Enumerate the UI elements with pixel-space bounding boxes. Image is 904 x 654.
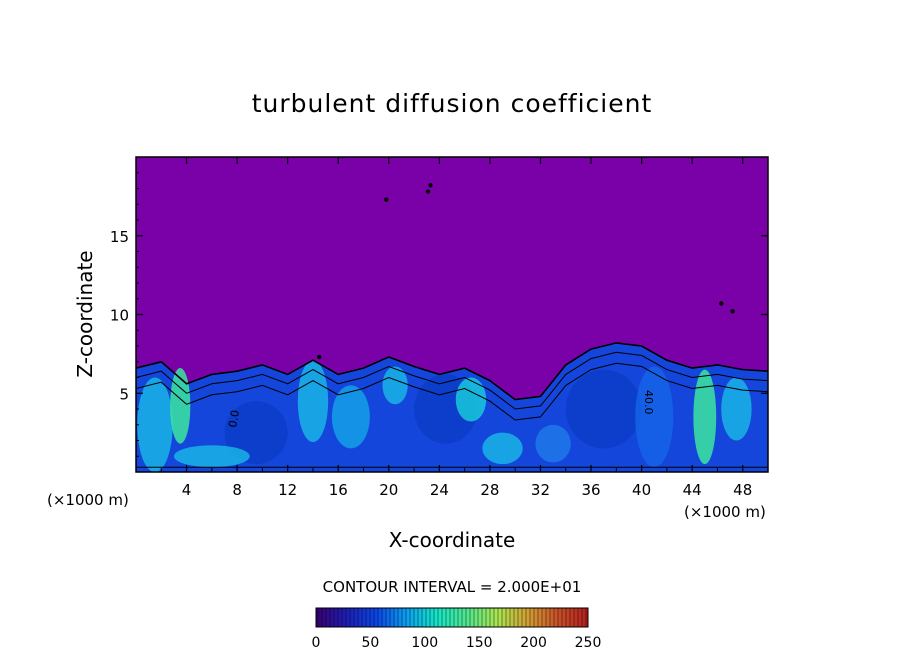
- eddy: [331, 385, 370, 449]
- contour-lines: [136, 183, 768, 468]
- eddy: [382, 366, 408, 405]
- colorbar-stripes: [317, 608, 587, 627]
- colorbar-ticks: 0 50 100 150 200 250: [312, 635, 602, 651]
- x-tick-label: 40: [632, 481, 651, 499]
- x-unit-left: (×1000 m): [47, 491, 129, 509]
- contour-label-40: 40.0: [642, 390, 655, 415]
- contour-interval-text: CONTOUR INTERVAL = 2.000E+01: [323, 578, 582, 596]
- x-axis-label: X-coordinate: [389, 528, 516, 552]
- contour-speck: [384, 197, 389, 202]
- contour-speck: [730, 309, 735, 314]
- y-tick-label: 15: [110, 228, 129, 246]
- contour-speck: [425, 189, 431, 194]
- x-unit-right: (×1000 m): [684, 503, 766, 521]
- eddy: [170, 368, 191, 444]
- chart-title: turbulent diffusion coefficient: [252, 89, 653, 118]
- eddy: [635, 366, 674, 468]
- colorbar-tick-label: 50: [361, 635, 379, 651]
- eddy: [455, 377, 487, 422]
- y-axis-ticks: 5 10 15: [110, 172, 768, 457]
- colorbar-tick-label: 250: [575, 635, 602, 651]
- y-tick-label: 5: [119, 385, 129, 403]
- x-tick-label: 20: [379, 481, 398, 499]
- eddy: [224, 401, 288, 465]
- eddy: [721, 377, 752, 441]
- x-axis-ticks: 4 8 12 16 20 24 28 32 36 40 44 48: [160, 157, 752, 499]
- x-tick-label: 36: [581, 481, 600, 499]
- contour-line: [136, 362, 768, 421]
- eddy: [297, 360, 329, 443]
- colorbar: 0 50 100 150 200 250: [312, 607, 602, 651]
- y-tick-label: 10: [110, 307, 129, 325]
- x-tick-label: 44: [683, 481, 702, 499]
- eddy: [535, 424, 571, 463]
- contour-speck: [428, 183, 433, 188]
- colorbar-bar: [315, 607, 589, 628]
- x-tick-label: 8: [232, 481, 242, 499]
- contour-label-0: 0.0: [226, 409, 242, 428]
- contour-speck: [719, 301, 724, 306]
- x-tick-label: 4: [182, 481, 192, 499]
- colorbar-tick-label: 0: [312, 635, 321, 651]
- x-tick-label: 12: [278, 481, 297, 499]
- x-tick-label: 28: [480, 481, 499, 499]
- colorbar-tick-label: 100: [411, 635, 438, 651]
- eddy: [173, 445, 250, 468]
- contour-line: [136, 342, 768, 401]
- contour-line: [136, 351, 768, 410]
- colorbar-tick-label: 200: [520, 635, 547, 651]
- turbulence-field: [136, 342, 768, 472]
- x-tick-label: 48: [733, 481, 752, 499]
- eddy: [693, 369, 717, 465]
- contour-speck: [317, 354, 322, 360]
- eddy: [565, 369, 642, 449]
- x-tick-label: 32: [531, 481, 550, 499]
- eddy: [137, 377, 173, 472]
- x-tick-label: 16: [329, 481, 348, 499]
- eddy: [482, 432, 523, 465]
- colorbar-tick-label: 150: [466, 635, 493, 651]
- y-axis-label: Z-coordinate: [73, 250, 97, 377]
- x-tick-label: 24: [430, 481, 449, 499]
